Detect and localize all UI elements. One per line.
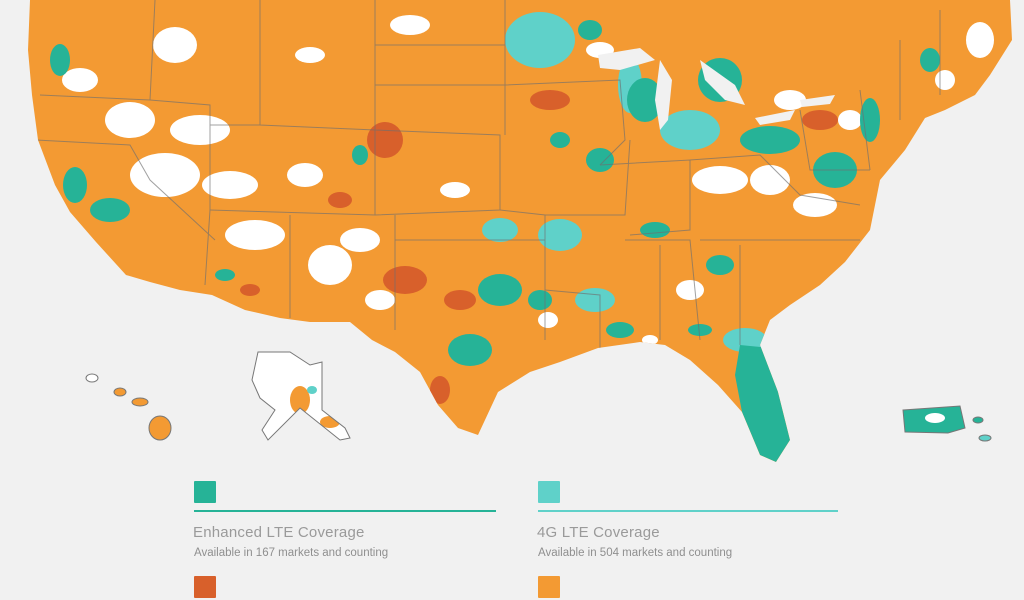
lte-4g-swatch — [538, 481, 560, 503]
state-borders — [34, 0, 941, 350]
no-coverage-areas — [62, 15, 994, 345]
great-lakes — [598, 48, 835, 130]
mainland-us — [28, 0, 1012, 462]
enhanced-lte-areas — [50, 20, 940, 366]
coverage-orange-swatch — [538, 576, 560, 598]
darker-coverage-areas — [240, 90, 838, 404]
enhanced-lte-swatch — [194, 481, 216, 503]
enhanced-lte-subtitle: Available in 167 markets and counting — [194, 547, 389, 559]
lte-4g-subtitle: Available in 504 markets and counting — [538, 547, 733, 559]
lte-4g-areas — [482, 12, 767, 352]
coverage-3g-swatch — [194, 576, 216, 598]
alaska — [252, 352, 350, 440]
us-coverage-map-svg — [28, 0, 1012, 462]
lte-4g-title: 4G LTE Coverage — [537, 524, 660, 541]
coverage-map — [28, 0, 1012, 462]
enhanced-lte-title: Enhanced LTE Coverage — [193, 524, 365, 541]
puerto-rico — [903, 406, 965, 433]
lte-4g-rule — [538, 510, 838, 512]
enhanced-lte-rule — [194, 510, 496, 512]
hawaii — [85, 373, 172, 441]
